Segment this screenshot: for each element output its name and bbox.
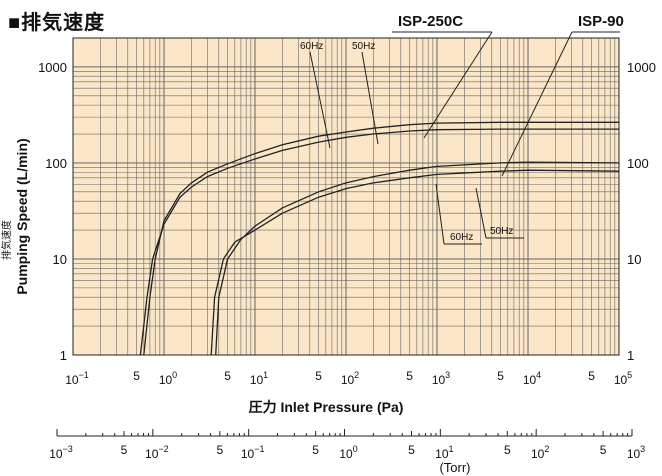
torr-tick-label: 10−2 [145,444,169,461]
torr-tick-label: 103 [627,444,645,461]
torr-tick-label: 100 [339,444,357,461]
torr-tick-label: 5 [504,443,511,457]
y-tick-label: 100 [45,156,67,171]
x-tick-label: 5 [133,369,140,383]
torr-tick-label: 5 [121,443,128,457]
annotation-50hz-upper: 50Hz [352,41,375,52]
torr-tick-label: 5 [408,443,415,457]
y-tick-label: 1000 [627,60,656,75]
series-line-isp-90-50hz [210,169,620,356]
x-tick-label: 102 [341,370,359,387]
y-tick-label: 10 [53,252,67,267]
annotation-leader [423,31,493,139]
y-tick-label: 1 [627,348,634,363]
torr-axis: 10−3 5 10−2 5 10−1 5 100 5 101 5 102 5 103 (Torr) [49,429,645,475]
torr-tick-label: 102 [531,444,549,461]
x-tick-label: 100 [159,370,177,387]
y-axis-label-jp: 排気速度 [0,220,13,260]
x-axis-label: 圧力 Inlet Pressure (Pa) [249,399,404,415]
annotation-isp-90: ISP-90 [578,13,624,30]
torr-tick-label: 10−3 [49,444,73,461]
annotation-leader [361,51,379,145]
y-axis-label: Pumping Speed (L/min) [14,138,30,294]
annotation-leader [501,31,573,177]
curves [139,121,620,356]
annotation-leader [435,183,445,245]
annotation-60hz-upper: 60Hz [300,41,323,52]
torr-tick-label: 5 [600,443,607,457]
y-tick-label: 100 [627,156,649,171]
annotations: ISP-250C ISP-90 60Hz 50Hz 60Hz 50Hz [300,13,624,245]
annotation-leader [475,187,487,239]
torr-tick-label: 5 [312,443,319,457]
x-tick-label: 101 [250,370,268,387]
chart-title: ■排気速度 [8,12,106,34]
series-line-isp-90-60hz [215,161,620,356]
annotation-leader [309,51,331,149]
x-tick-label: 5 [588,369,595,383]
y-tick-label: 10 [627,252,641,267]
y-tick-label: 1000 [38,60,67,75]
annotation-60hz-lower: 60Hz [450,232,473,243]
x-tick-label: 5 [224,369,231,383]
x-tick-labels: 10−1 5 100 5 101 5 102 5 103 5 104 5 105 [65,369,632,387]
x-tick-label: 5 [315,369,322,383]
x-tick-label: 105 [614,370,632,387]
x-tick-label: 10−1 [65,370,89,387]
y-tick-labels-right: 1 10 100 1000 [627,60,656,363]
torr-tick-label: 101 [435,444,453,461]
torr-tick-label: 5 [216,443,223,457]
x-tick-label: 104 [523,370,541,387]
torr-tick-label: 10−1 [241,444,265,461]
annotation-isp-250c: ISP-250C [398,13,463,30]
x-tick-label: 5 [497,369,504,383]
x-tick-label: 5 [406,369,413,383]
torr-axis-label: (Torr) [439,460,470,475]
annotation-50hz-lower: 50Hz [490,226,513,237]
y-tick-label: 1 [60,348,67,363]
x-tick-label: 103 [432,370,450,387]
plot-frame [72,37,620,356]
y-tick-labels-left: 1 10 100 1000 [38,60,67,363]
series-line-isp-250c-50hz [139,128,619,356]
